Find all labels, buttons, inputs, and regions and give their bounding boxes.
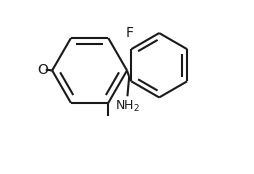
Text: O: O (37, 63, 48, 77)
Text: NH$_2$: NH$_2$ (115, 99, 140, 114)
Text: F: F (125, 26, 134, 40)
